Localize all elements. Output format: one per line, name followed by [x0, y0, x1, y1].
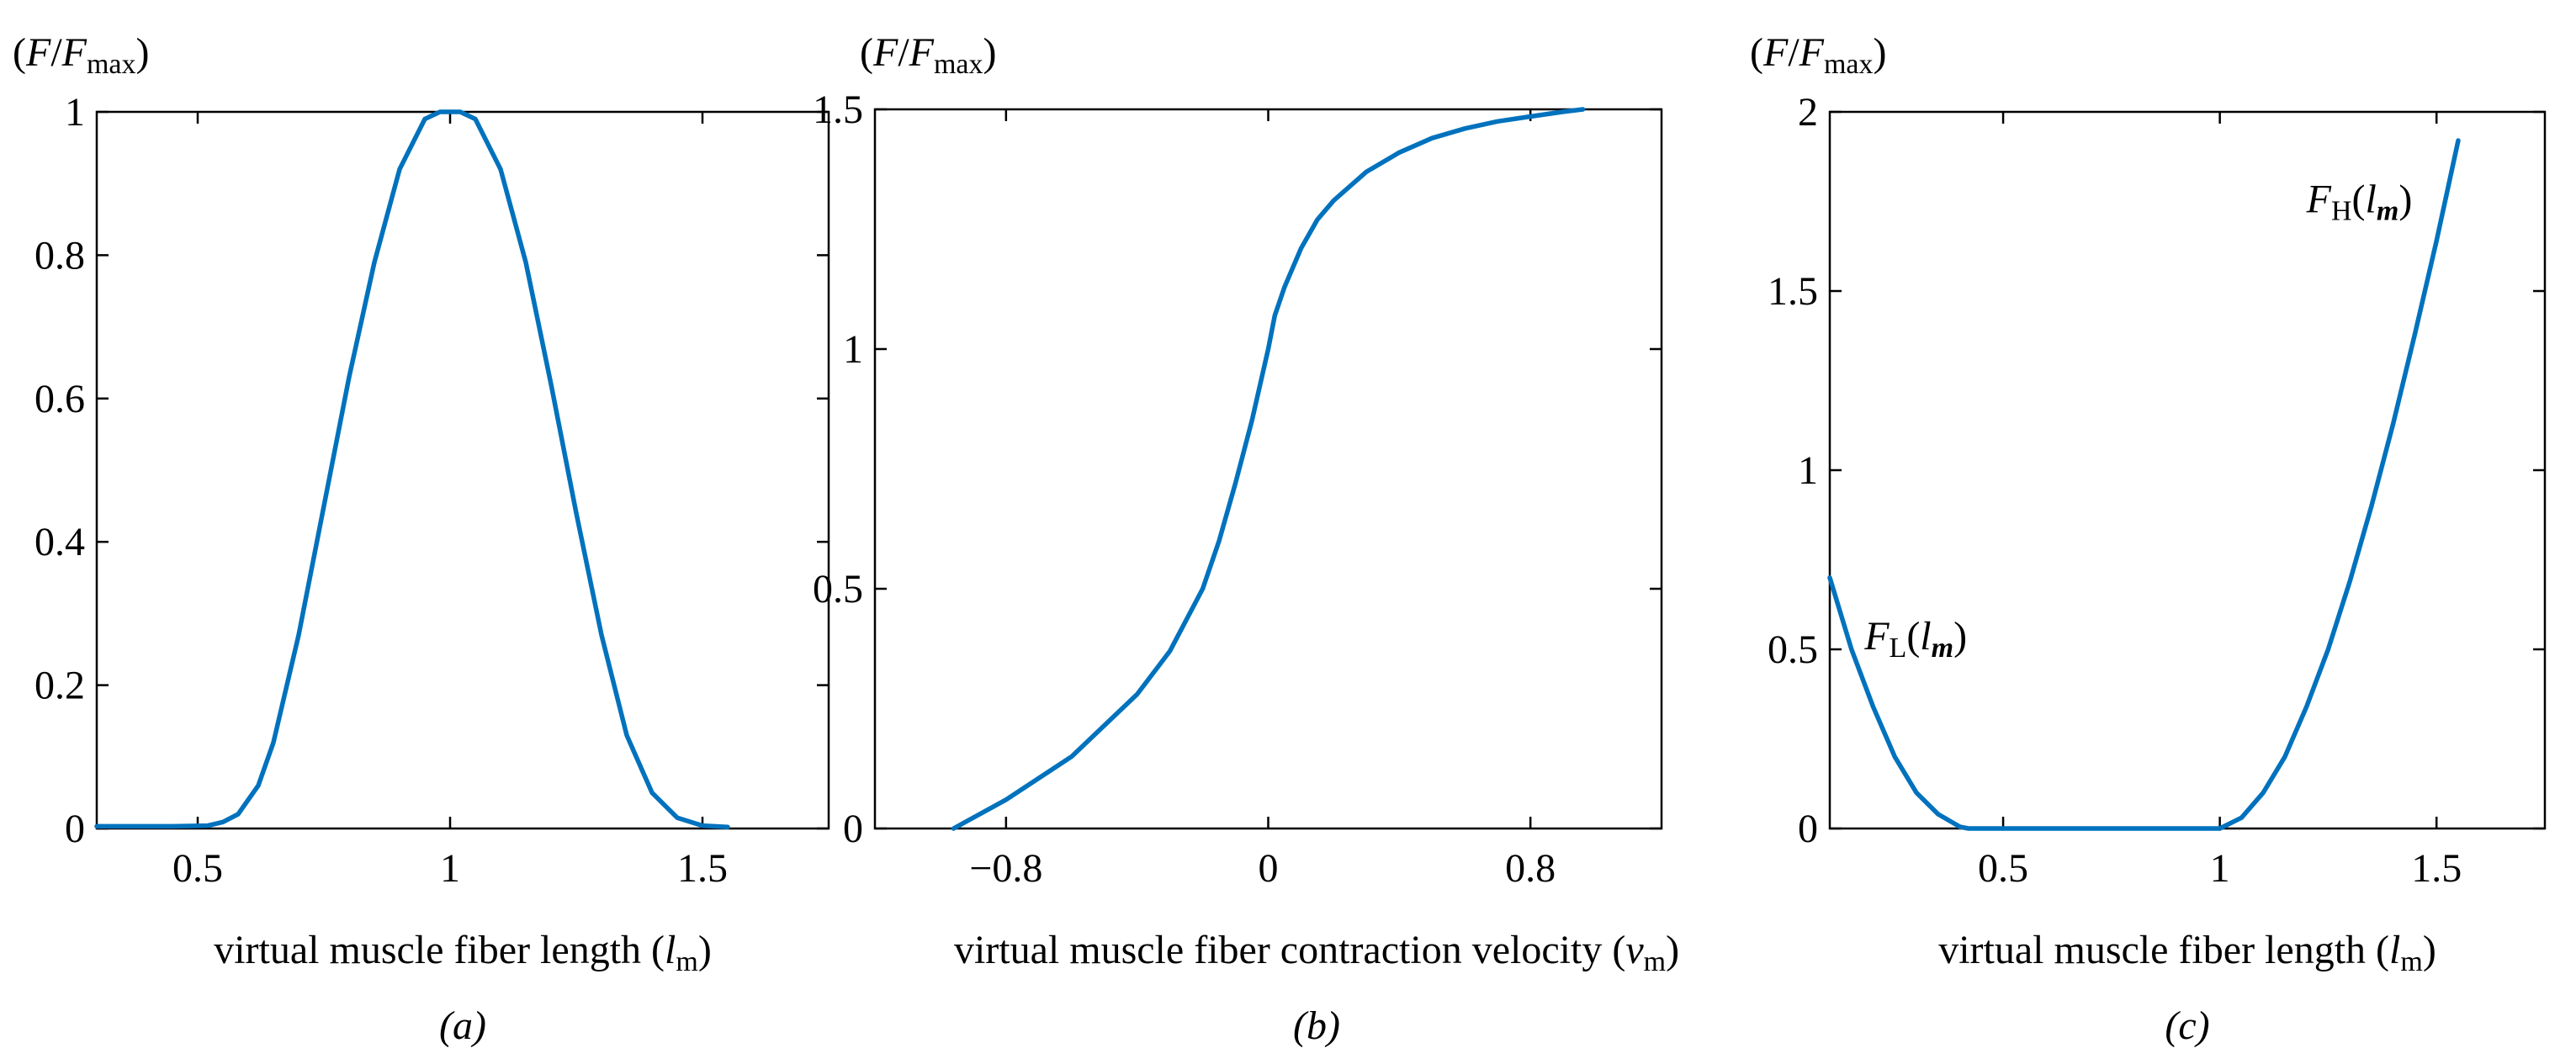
series-line-0 [951, 107, 1586, 831]
y-tick-label: 1.5 [813, 87, 863, 132]
series-line-0 [1827, 575, 2223, 831]
y-tick-label: 1 [1798, 448, 1818, 493]
y-axis-label: (F/Fmax) [860, 30, 997, 80]
axes-frame [95, 110, 830, 830]
x-tick-label: 0.5 [1978, 846, 2028, 891]
panel-c: 0 0.5 1 1.5 2 0.5 1 1.5 (F/Fmax) virtual muscle f… [1750, 30, 2547, 1048]
axes-frame [873, 108, 1663, 830]
x-tick-label: 0.5 [172, 846, 223, 891]
x-tick-label: −0.8 [969, 846, 1042, 891]
y-tick-label: 0 [1798, 807, 1818, 851]
x-tick-label: 0.8 [1505, 846, 1556, 891]
panel-caption: (b) [1293, 1003, 1340, 1048]
y-tick-label: 0 [65, 807, 85, 851]
axes-frame [1828, 110, 2547, 830]
panel-caption: (c) [2165, 1003, 2209, 1048]
y-tick-label: 0.8 [34, 233, 85, 278]
y-tick-label: 2 [1798, 90, 1818, 135]
y-tick-label: 0.6 [34, 377, 85, 421]
x-tick-label: 1 [2210, 846, 2230, 891]
y-tick-label: 1 [65, 90, 85, 135]
y-tick-label: 1.5 [1768, 269, 1818, 314]
panel-b: 0 0.5 1 1.5 −0.8 0 0.8 (F/Fmax) virtual muscle f… [813, 30, 1679, 1048]
panel-caption: (a) [439, 1003, 486, 1048]
x-axis-label: virtual muscle fiber contraction velocit… [954, 928, 1679, 977]
y-tick-label: 1 [843, 327, 863, 372]
y-axis-label: (F/Fmax) [13, 30, 150, 80]
series-line-0 [94, 109, 730, 830]
series-line-1 [2217, 138, 2461, 831]
curve-annotation: FH(lm) [2306, 177, 2413, 226]
x-axis-label: virtual muscle fiber length (lm) [214, 928, 712, 977]
y-tick-label: 0.4 [34, 520, 85, 564]
y-tick-label: 0 [843, 807, 863, 851]
y-tick-label: 0.5 [813, 567, 863, 611]
y-tick-label: 0.2 [34, 664, 85, 708]
x-tick-label: 1.5 [2411, 846, 2462, 891]
curve-annotation: FL(lm) [1863, 614, 1967, 664]
y-axis-label: (F/Fmax) [1750, 30, 1887, 80]
x-tick-label: 1 [440, 846, 460, 891]
panel-a: 0 0.2 0.4 0.6 0.8 1 0.5 1 1.5 (F/Fmax) virtual mus… [13, 30, 830, 1048]
y-tick-label: 0.5 [1768, 627, 1818, 672]
x-tick-label: 1.5 [677, 846, 728, 891]
x-axis-label: virtual muscle fiber length (lm) [1938, 928, 2436, 977]
x-tick-label: 0 [1259, 846, 1279, 891]
